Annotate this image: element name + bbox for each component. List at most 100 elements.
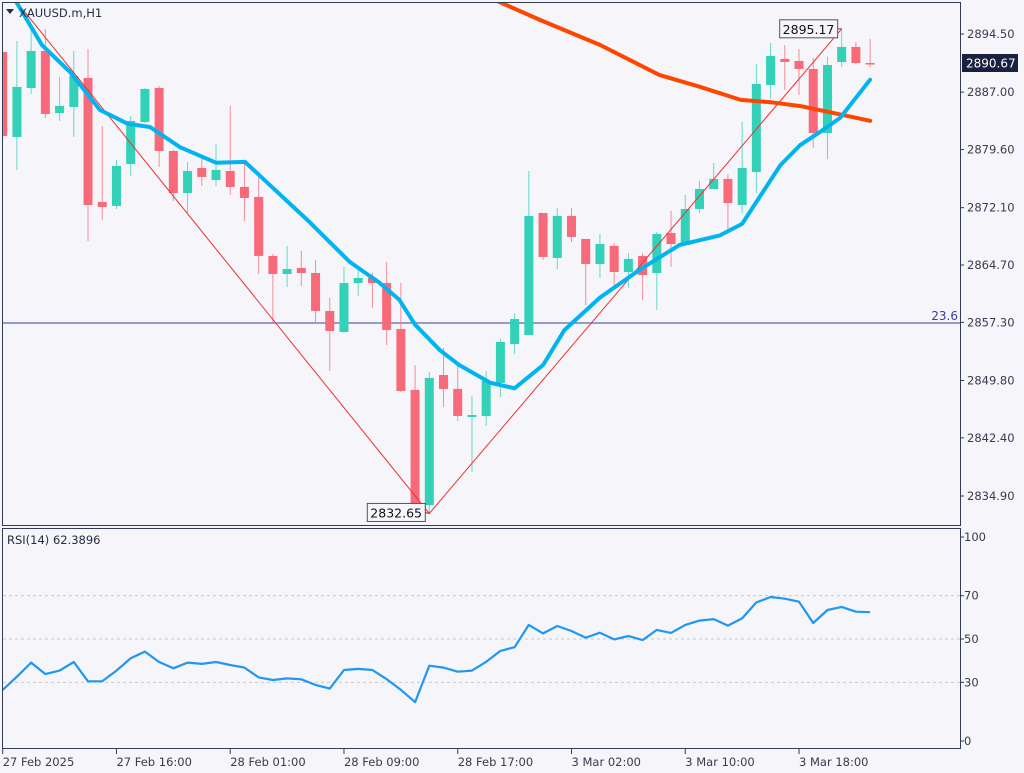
symbol-title: XAUUSD.m,H1 bbox=[19, 6, 102, 20]
candle-bull bbox=[510, 318, 520, 344]
price-tick-label: 2894.50 bbox=[967, 27, 1015, 41]
rsi-tick-label: 0 bbox=[964, 734, 971, 748]
time-axis: 27 Feb 2025 27 Feb 16:00 28 Feb 01:00 28 Fe… bbox=[2, 749, 868, 769]
ma-fast-line bbox=[14, 3, 873, 391]
zigzag-label-leader bbox=[425, 511, 430, 514]
time-tick-label: 3 Mar 02:00 bbox=[572, 755, 641, 769]
candle-bull bbox=[12, 86, 22, 137]
price-tick-label: 2872.10 bbox=[967, 201, 1015, 215]
candle-bear bbox=[197, 167, 207, 177]
candle-bull bbox=[140, 88, 150, 122]
candle-bull bbox=[69, 75, 79, 107]
candle-bull bbox=[766, 55, 776, 86]
candle-bull bbox=[55, 105, 65, 113]
candle-bear bbox=[254, 196, 264, 256]
candle-bear bbox=[638, 255, 648, 276]
candle-bear bbox=[97, 201, 107, 207]
candle-bull bbox=[623, 258, 633, 272]
candle-bull bbox=[751, 84, 761, 172]
rsi-tick-label: 100 bbox=[964, 530, 986, 544]
time-tick-label: 27 Feb 2025 bbox=[3, 755, 75, 769]
candle-bull bbox=[467, 415, 477, 417]
candle-bull bbox=[481, 380, 491, 416]
candle-bear bbox=[609, 245, 619, 272]
candle-bear bbox=[780, 58, 790, 62]
candle-bear bbox=[168, 150, 178, 193]
price-tick-label: 2864.70 bbox=[967, 258, 1015, 272]
candle-bull bbox=[694, 188, 704, 209]
price-tick-label: 2887.00 bbox=[967, 85, 1015, 99]
candle-bull bbox=[822, 65, 832, 133]
candles bbox=[3, 27, 875, 514]
candle-bull bbox=[652, 234, 662, 273]
candle-bull bbox=[339, 282, 349, 332]
candle-bear bbox=[367, 277, 377, 283]
candle-bear bbox=[154, 87, 164, 151]
candle-bear bbox=[581, 238, 591, 264]
time-tick-label: 3 Mar 10:00 bbox=[685, 755, 754, 769]
candle-bear bbox=[83, 77, 93, 206]
candle-bear bbox=[851, 46, 861, 63]
current-price-marker: 2890.67 bbox=[962, 54, 1018, 72]
time-tick-label: 28 Feb 17:00 bbox=[458, 755, 533, 769]
candle-bear bbox=[396, 328, 406, 391]
time-tick-label: 28 Feb 01:00 bbox=[230, 755, 305, 769]
candle-bull bbox=[595, 244, 605, 264]
ma-slow-line bbox=[496, 3, 873, 123]
candle-bull bbox=[26, 50, 36, 88]
rsi-title: RSI(14) 62.3896 bbox=[7, 533, 101, 547]
candle-bear bbox=[808, 68, 818, 133]
candle-bear bbox=[225, 170, 235, 187]
moving-averages bbox=[14, 3, 873, 391]
candle-bear bbox=[3, 51, 8, 136]
rsi-tick-label: 30 bbox=[964, 675, 979, 689]
candle-bull bbox=[737, 167, 747, 206]
rsi-tick-label: 50 bbox=[964, 632, 979, 646]
candle-bull bbox=[524, 215, 534, 336]
current-price-label: 2890.67 bbox=[966, 57, 1016, 71]
time-tick-label: 3 Mar 18:00 bbox=[799, 755, 868, 769]
candle-bear bbox=[439, 375, 449, 389]
candle-bear bbox=[538, 212, 548, 257]
rsi-line bbox=[3, 595, 871, 704]
current-price-box bbox=[962, 54, 1018, 72]
candle-bear bbox=[296, 267, 306, 273]
zigzag-label-box bbox=[366, 502, 426, 522]
rsi-series bbox=[3, 595, 871, 704]
time-tick-label: 28 Feb 09:00 bbox=[344, 755, 419, 769]
candle-bull bbox=[680, 208, 690, 246]
candle-bear bbox=[268, 255, 278, 274]
fib-label: 23.6 bbox=[931, 309, 958, 323]
candle-bear bbox=[865, 62, 875, 65]
rsi-axis: 100 70 50 30 0 bbox=[960, 530, 986, 748]
candle-bull bbox=[495, 341, 505, 383]
candle-bear bbox=[794, 60, 804, 69]
candle-bull bbox=[353, 277, 363, 283]
candle-bull bbox=[552, 215, 562, 258]
candle-bear bbox=[567, 215, 576, 237]
price-tick-label: 2842.40 bbox=[967, 431, 1015, 445]
candle-bull bbox=[282, 268, 292, 274]
candle-bull bbox=[837, 46, 847, 62]
time-tick-label: 27 Feb 16:00 bbox=[116, 755, 191, 769]
candle-bull bbox=[183, 170, 193, 193]
price-tick-label: 2849.80 bbox=[967, 374, 1015, 388]
candle-bear bbox=[311, 272, 321, 311]
zigzag-label-text: 2895.17 bbox=[783, 22, 835, 37]
zigzag-label-text: 2832.65 bbox=[370, 505, 422, 520]
candle-bull bbox=[111, 165, 121, 206]
fib-level: 23.6 bbox=[3, 309, 960, 324]
triangle-down-icon[interactable] bbox=[6, 9, 14, 14]
candle-bull bbox=[211, 169, 221, 180]
candle-bear bbox=[325, 310, 335, 331]
candle-bear bbox=[453, 388, 463, 416]
candle-bear bbox=[239, 186, 249, 198]
candle-bear bbox=[723, 178, 733, 203]
price-tick-label: 2857.30 bbox=[967, 315, 1015, 329]
candle-bear bbox=[382, 282, 392, 330]
rsi-tick-label: 70 bbox=[964, 589, 979, 603]
price-tick-label: 2879.60 bbox=[967, 143, 1015, 157]
rsi-panel[interactable] bbox=[2, 528, 961, 749]
candle-bear bbox=[40, 50, 50, 114]
